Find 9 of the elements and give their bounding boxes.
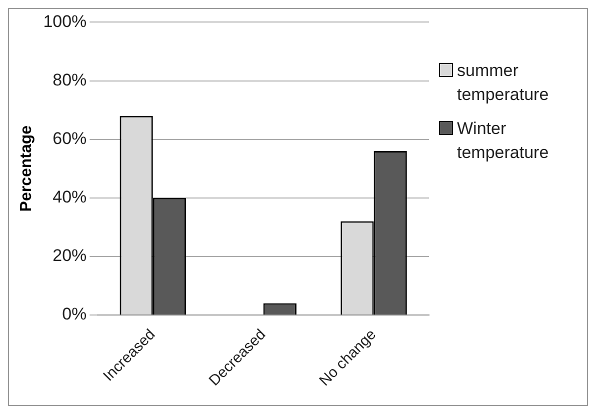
y-tick-label: 40% [52, 188, 87, 207]
y-axis-title: Percentage [18, 125, 36, 212]
legend-label: Winter temperature [457, 118, 550, 164]
y-tick-label: 0% [62, 304, 87, 324]
y-tick-label: 60% [52, 128, 87, 148]
legend-label: summer temperature [457, 60, 550, 106]
y-tick-label: 80% [52, 70, 87, 90]
y-tick-label: 20% [52, 246, 87, 266]
y-tick-label: 100% [43, 12, 87, 31]
